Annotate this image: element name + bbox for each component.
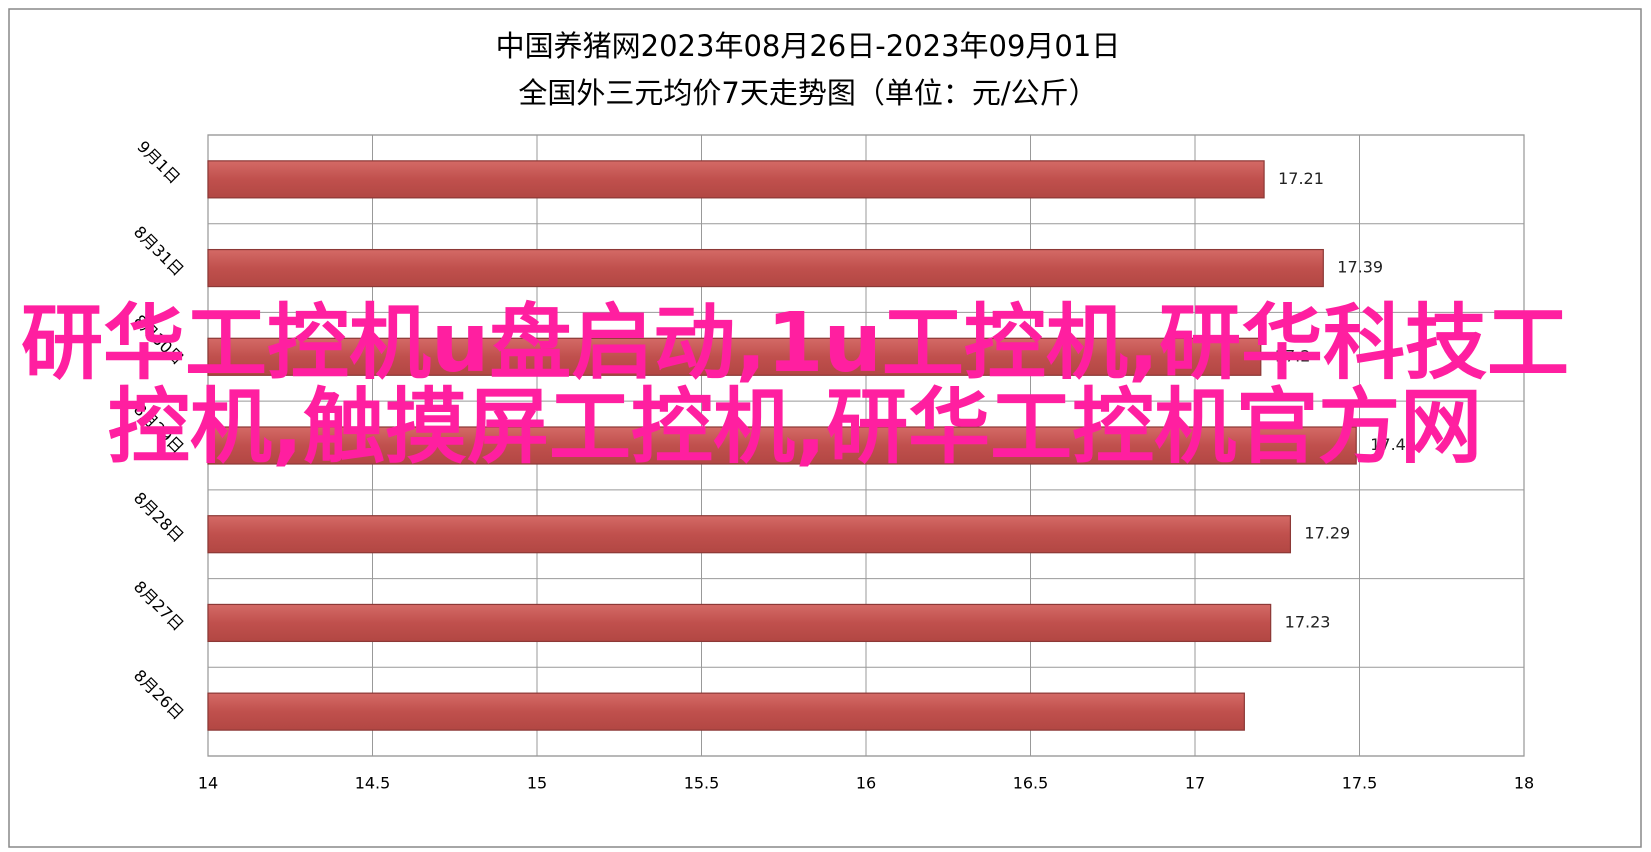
chart-subtitle: 全国外三元均价7天走势图（单位：元/公斤） <box>518 76 1097 110</box>
x-tick-label: 16.5 <box>1013 774 1049 793</box>
data-label: 17.29 <box>1304 524 1350 543</box>
data-label: 17.23 <box>1285 612 1331 631</box>
x-tick-label: 16 <box>856 774 876 793</box>
data-label: 17.21 <box>1278 169 1324 188</box>
bar <box>207 160 1265 199</box>
x-tick-label: 18 <box>1514 774 1534 793</box>
data-label: 17.2 <box>1275 346 1311 365</box>
bar <box>207 248 1324 288</box>
bar <box>207 515 1292 554</box>
x-tick-label: 17 <box>1185 774 1205 793</box>
bar <box>207 603 1272 643</box>
data-label: 17.39 <box>1337 258 1383 277</box>
chart-title: 中国养猪网2023年08月26日-2023年09月01日 <box>496 29 1121 63</box>
x-tick-label: 17.5 <box>1342 774 1378 793</box>
x-tick-label: 14 <box>198 774 218 793</box>
x-tick-label: 14.5 <box>355 774 391 793</box>
bar <box>207 337 1262 376</box>
bar <box>207 426 1357 465</box>
bar <box>207 692 1245 731</box>
data-label: 17.49 <box>1370 435 1416 454</box>
x-tick-label: 15 <box>527 774 547 793</box>
x-tick-label: 15.5 <box>684 774 720 793</box>
